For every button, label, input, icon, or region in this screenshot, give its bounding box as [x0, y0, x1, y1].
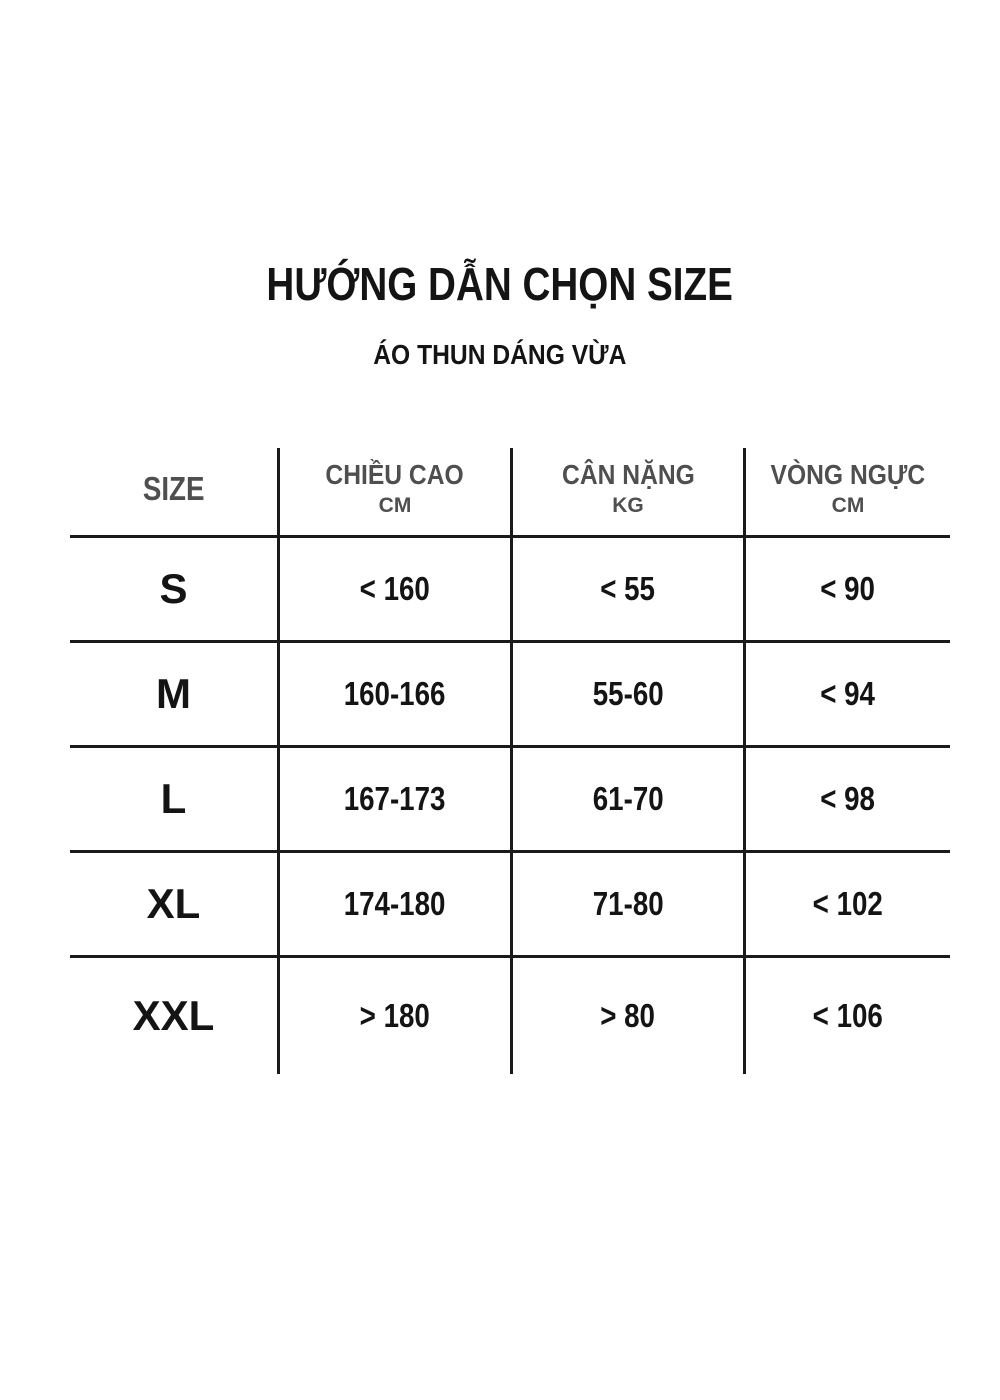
- page-title: HƯỚNG DẪN CHỌN SIZE: [0, 258, 1000, 310]
- row-xxl-size-cell: XXL: [70, 958, 277, 1074]
- row-l-weight-value: 61-70: [592, 780, 664, 817]
- row-m-chest-value: < 94: [820, 675, 876, 712]
- row-m-height-cell: 160-166: [277, 643, 510, 748]
- column-header-weight-unit: KG: [612, 493, 644, 517]
- column-header-size: SIZE: [70, 448, 277, 538]
- row-m-size-cell: M: [70, 643, 277, 748]
- row-l-size-cell: L: [70, 748, 277, 853]
- row-l-height-value: 167-173: [344, 780, 446, 817]
- row-m-weight-cell: 55-60: [510, 643, 743, 748]
- size-table: SIZE CHIỀU CAO CM CÂN NẶNG KG VÒNG NGỰC …: [70, 448, 950, 1074]
- row-s-weight-value: < 55: [600, 570, 656, 607]
- row-l-weight-cell: 61-70: [510, 748, 743, 853]
- column-header-chest: VÒNG NGỰC CM: [743, 448, 950, 538]
- row-l-height-cell: 167-173: [277, 748, 510, 853]
- row-m-weight-value: 55-60: [592, 675, 664, 712]
- row-xl-height-value: 174-180: [344, 885, 446, 922]
- column-header-size-label: SIZE: [142, 469, 205, 507]
- column-header-chest-unit: CM: [831, 493, 865, 517]
- column-header-height-unit: CM: [378, 493, 412, 517]
- row-m-size-label: M: [156, 670, 191, 717]
- row-xxl-height-cell: > 180: [277, 958, 510, 1074]
- row-xxl-size-label: XXL: [132, 992, 215, 1039]
- row-s-height-value: < 160: [359, 570, 431, 607]
- page-subtitle: ÁO THUN DÁNG VỪA: [0, 339, 1000, 370]
- row-xl-size-label: XL: [146, 880, 201, 927]
- row-m-chest-cell: < 94: [743, 643, 950, 748]
- row-m-height-value: 160-166: [344, 675, 446, 712]
- row-xxl-weight-value: > 80: [600, 997, 656, 1034]
- page-subtitle-text: ÁO THUN DÁNG VỪA: [373, 339, 627, 370]
- row-s-size-cell: S: [70, 538, 277, 643]
- row-xl-size-cell: XL: [70, 853, 277, 958]
- column-header-height-label: CHIỀU CAO: [325, 459, 465, 491]
- row-xl-chest-value: < 102: [812, 885, 884, 922]
- column-header-height: CHIỀU CAO CM: [277, 448, 510, 538]
- row-l-chest-cell: < 98: [743, 748, 950, 853]
- row-xxl-chest-cell: < 106: [743, 958, 950, 1074]
- row-s-height-cell: < 160: [277, 538, 510, 643]
- column-header-chest-label: VÒNG NGỰC: [770, 459, 926, 491]
- row-s-weight-cell: < 55: [510, 538, 743, 643]
- row-xxl-weight-cell: > 80: [510, 958, 743, 1074]
- row-l-chest-value: < 98: [820, 780, 876, 817]
- row-s-chest-cell: < 90: [743, 538, 950, 643]
- row-xl-weight-value: 71-80: [592, 885, 664, 922]
- column-header-weight: CÂN NẶNG KG: [510, 448, 743, 538]
- row-xl-weight-cell: 71-80: [510, 853, 743, 958]
- column-header-weight-label: CÂN NẶNG: [561, 459, 695, 491]
- row-l-size-label: L: [160, 775, 187, 822]
- row-xxl-height-value: > 180: [359, 997, 431, 1034]
- row-s-size-label: S: [159, 565, 188, 612]
- row-s-chest-value: < 90: [820, 570, 876, 607]
- row-xl-chest-cell: < 102: [743, 853, 950, 958]
- row-xxl-chest-value: < 106: [812, 997, 884, 1034]
- page-title-text: HƯỚNG DẪN CHỌN SIZE: [266, 258, 734, 310]
- row-xl-height-cell: 174-180: [277, 853, 510, 958]
